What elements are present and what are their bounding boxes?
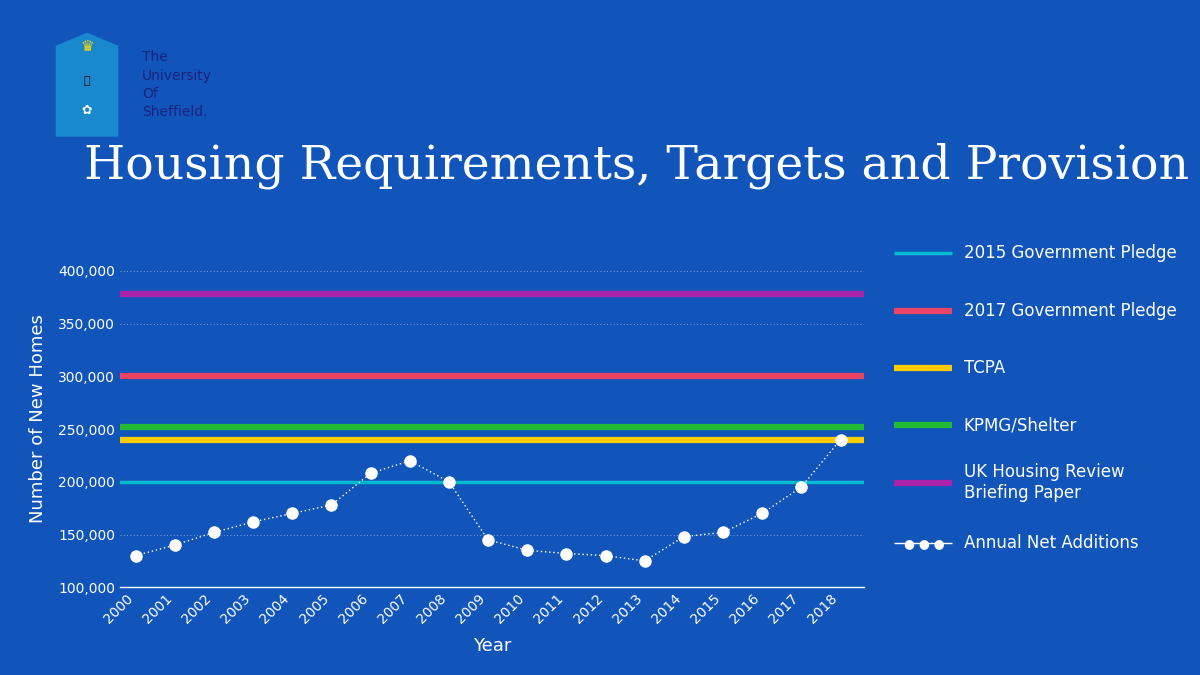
- Text: UK Housing Review
Briefing Paper: UK Housing Review Briefing Paper: [964, 463, 1124, 502]
- Text: Annual Net Additions: Annual Net Additions: [964, 535, 1139, 552]
- Polygon shape: [56, 34, 118, 136]
- Text: ● ● ●: ● ● ●: [904, 537, 944, 550]
- Text: 📖: 📖: [84, 76, 90, 86]
- Text: Housing Requirements, Targets and Provision: Housing Requirements, Targets and Provis…: [84, 142, 1189, 189]
- Text: ✿: ✿: [82, 104, 92, 117]
- Text: 2017 Government Pledge: 2017 Government Pledge: [964, 302, 1176, 319]
- X-axis label: Year: Year: [473, 637, 511, 655]
- Text: 2015 Government Pledge: 2015 Government Pledge: [964, 244, 1176, 262]
- Text: TCPA: TCPA: [964, 359, 1004, 377]
- Y-axis label: Number of New Homes: Number of New Homes: [29, 314, 47, 523]
- Text: The
University
Of
Sheffield.: The University Of Sheffield.: [142, 50, 212, 119]
- Text: ♛: ♛: [80, 38, 94, 54]
- Text: KPMG/Shelter: KPMG/Shelter: [964, 416, 1076, 434]
